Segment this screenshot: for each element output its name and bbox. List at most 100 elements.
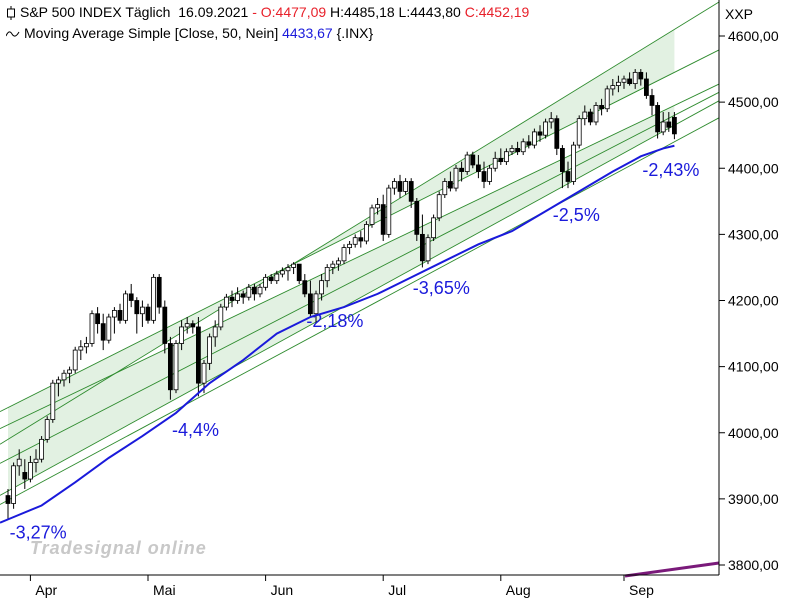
candle-body	[515, 148, 520, 153]
candle-body	[408, 181, 414, 202]
candle	[520, 138, 526, 156]
candle	[560, 145, 565, 189]
candle	[218, 303, 224, 331]
candle	[419, 214, 425, 268]
pullback-annotation: -2,18%	[306, 311, 363, 331]
candle-body	[27, 462, 33, 480]
candle-body	[627, 78, 632, 85]
candle	[112, 307, 117, 334]
candle	[44, 416, 50, 443]
candle-body	[285, 267, 291, 272]
candle	[447, 171, 453, 192]
candle-body	[251, 286, 257, 295]
candle	[190, 320, 196, 334]
candle-body	[582, 111, 588, 120]
candle	[627, 72, 632, 86]
low-value: 4443,80	[410, 4, 461, 20]
channel-line-upper_outer	[0, 49, 720, 413]
candle	[442, 178, 448, 199]
candle-body	[560, 148, 565, 172]
candle	[543, 118, 548, 139]
candle-body	[235, 293, 241, 301]
candle-body	[610, 85, 616, 90]
y-tick-label: 4100,00	[728, 359, 779, 375]
candle-body	[616, 81, 621, 86]
candle	[621, 75, 627, 89]
candle-body	[84, 343, 89, 348]
chart-header: S&P 500 INDEX Täglich 16.09.2021 - O:447…	[6, 4, 529, 21]
candle-body	[33, 458, 39, 463]
candle-body	[246, 286, 252, 298]
candle	[509, 145, 515, 156]
candle	[380, 194, 386, 241]
candle-body	[638, 71, 644, 80]
candle	[139, 300, 145, 327]
candle	[89, 310, 95, 347]
candle-body	[492, 157, 498, 169]
candle-body	[649, 95, 655, 106]
candle-body	[296, 263, 302, 282]
candle-body	[425, 237, 431, 262]
candle	[599, 98, 604, 116]
currency-label: XXP	[725, 6, 754, 22]
candle	[72, 346, 78, 374]
candle	[335, 257, 341, 271]
time-axis: Apr Mai Jun Jul Aug Sep	[29, 575, 654, 598]
x-tick-label: Mai	[153, 582, 176, 598]
candle	[22, 459, 28, 489]
candle-body	[475, 164, 481, 172]
candle-body	[447, 181, 453, 189]
candle	[414, 198, 420, 241]
candle	[604, 85, 610, 113]
candle-body	[184, 323, 190, 328]
candle	[302, 274, 308, 298]
candle-body	[571, 144, 576, 182]
candlestick-icon	[7, 6, 15, 21]
candle	[123, 290, 128, 324]
channel-line-upper_inner	[0, 83, 720, 430]
pullback-annotation: -4,4%	[172, 420, 219, 440]
candle	[207, 333, 213, 370]
candle	[106, 313, 112, 344]
candle-body	[341, 247, 347, 262]
candle	[27, 455, 33, 483]
candle	[246, 283, 252, 301]
candle-body	[363, 224, 369, 242]
candle-body	[672, 116, 677, 135]
candle	[571, 141, 576, 185]
candle	[358, 231, 364, 248]
candle-body	[307, 293, 313, 315]
y-tick-label: 3800,00	[728, 557, 779, 573]
candle-body	[128, 293, 134, 301]
candle-body	[604, 88, 610, 110]
candle	[397, 174, 403, 199]
candle-body	[660, 121, 666, 133]
candle-body	[487, 167, 493, 182]
channel-line-lower_inner	[0, 100, 720, 496]
channel-line-outer_top	[0, 1, 720, 445]
ma-label: Moving Average Simple [Close, 50, Nein]	[24, 25, 279, 41]
candle	[548, 112, 554, 129]
candle-body	[576, 118, 582, 146]
candle	[464, 151, 470, 175]
candle	[515, 141, 520, 156]
candle-body	[380, 204, 386, 235]
candle	[128, 283, 134, 308]
candle-body	[5, 495, 11, 504]
candle-body	[369, 207, 375, 225]
candle	[11, 462, 17, 509]
candle	[56, 376, 61, 397]
candlesticks	[5, 69, 677, 519]
candle-body	[67, 369, 72, 374]
candle	[50, 379, 56, 423]
candle-body	[195, 326, 201, 384]
pullback-annotation: -2,43%	[642, 160, 699, 180]
ma50-line	[0, 144, 675, 524]
candle-body	[347, 243, 353, 248]
high-value: 4485,18	[344, 4, 395, 20]
candle	[610, 78, 616, 96]
candle	[453, 164, 459, 192]
candle	[537, 125, 543, 142]
candle	[487, 164, 493, 185]
